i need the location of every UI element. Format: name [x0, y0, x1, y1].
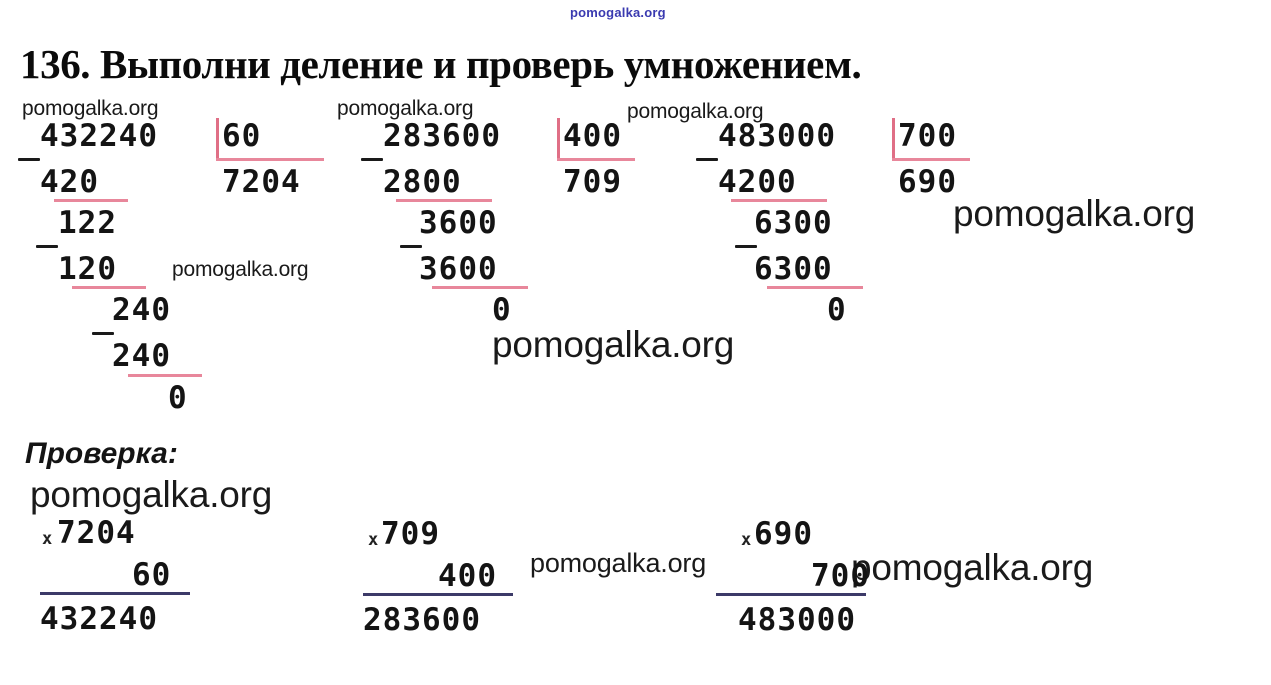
division-step: 4200	[718, 164, 797, 200]
division-step: 2800	[383, 164, 462, 200]
divisor: 400	[563, 118, 622, 154]
factor-a: 709	[381, 516, 440, 552]
step-rule	[72, 286, 146, 289]
step-rule	[396, 199, 492, 202]
multiply-sign: x	[42, 529, 53, 549]
watermark: pomogalka.org	[530, 548, 707, 578]
division-step: 6300	[754, 205, 833, 241]
dividend: 483000	[718, 118, 836, 154]
quotient: 690	[898, 164, 957, 200]
factor-a: 7204	[57, 515, 136, 551]
minus-sign	[361, 158, 383, 161]
multiply-sign: x	[741, 530, 752, 550]
check-label: Проверка:	[25, 437, 178, 470]
minus-sign	[735, 245, 757, 248]
step-rule	[731, 199, 827, 202]
watermark: pomogalka.org	[337, 97, 474, 120]
division-step: 240	[112, 292, 171, 328]
quotient: 709	[563, 164, 622, 200]
quotient: 7204	[222, 164, 301, 200]
minus-sign	[400, 245, 422, 248]
division-remainder: 0	[492, 292, 512, 328]
factor-b: 400	[438, 558, 497, 594]
divisor: 700	[898, 118, 957, 154]
divisor: 60	[222, 118, 262, 154]
dividend: 432240	[40, 118, 158, 154]
division-step: 3600	[419, 251, 498, 287]
step-rule	[128, 374, 202, 377]
product: 483000	[738, 602, 856, 638]
divisor-horizontal-rule	[216, 158, 324, 161]
step-rule	[432, 286, 528, 289]
watermark-top: pomogalka.org	[570, 5, 666, 20]
division-remainder: 0	[827, 292, 847, 328]
factor-b: 700	[811, 558, 870, 594]
product-rule	[716, 593, 866, 596]
watermark: pomogalka.org	[30, 474, 273, 515]
step-rule	[767, 286, 863, 289]
product: 432240	[40, 601, 158, 637]
division-step: 3600	[419, 205, 498, 241]
factor-a: 690	[754, 516, 813, 552]
watermark: pomogalka.org	[627, 100, 764, 123]
watermark: pomogalka.org	[953, 193, 1196, 234]
watermark: pomogalka.org	[851, 547, 1094, 588]
step-rule	[54, 199, 128, 202]
watermark: pomogalka.org	[492, 324, 735, 365]
minus-sign	[92, 332, 114, 335]
watermark: pomogalka.org	[172, 258, 309, 281]
divisor-vertical-rule	[216, 118, 219, 160]
division-step: 122	[58, 205, 117, 241]
minus-sign	[18, 158, 40, 161]
dividend: 283600	[383, 118, 501, 154]
division-step: 420	[40, 164, 99, 200]
page-title: 136. Выполни деление и проверь умножение…	[20, 41, 862, 87]
division-step: 120	[58, 251, 117, 287]
product-rule	[363, 593, 513, 596]
divisor-vertical-rule	[892, 118, 895, 160]
division-step: 6300	[754, 251, 833, 287]
factor-b: 60	[132, 557, 172, 593]
division-remainder: 0	[168, 380, 188, 416]
division-step: 240	[112, 338, 171, 374]
minus-sign	[36, 245, 58, 248]
product-rule	[40, 592, 190, 595]
divisor-vertical-rule	[557, 118, 560, 160]
product: 283600	[363, 602, 481, 638]
watermark: pomogalka.org	[22, 97, 159, 120]
divisor-horizontal-rule	[892, 158, 970, 161]
divisor-horizontal-rule	[557, 158, 635, 161]
multiply-sign: x	[368, 530, 379, 550]
minus-sign	[696, 158, 718, 161]
